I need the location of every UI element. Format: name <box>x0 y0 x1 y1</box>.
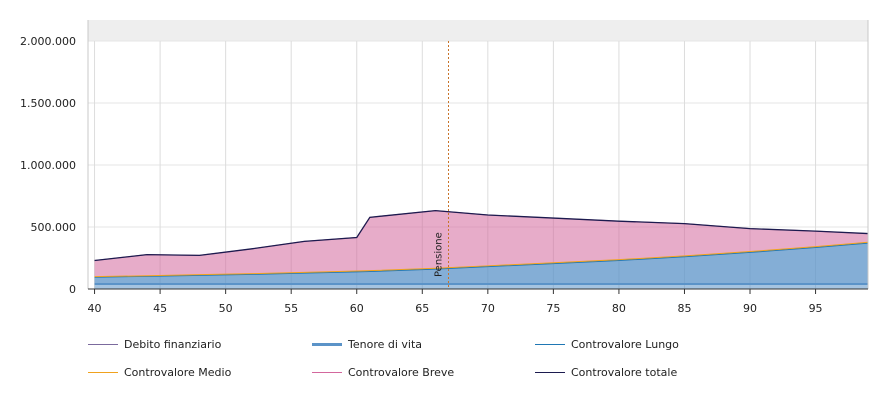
legend-label-tenore: Tenore di vita <box>348 337 423 351</box>
area-controvalore-breve <box>94 210 868 277</box>
legend-label-debito: Debito finanziario <box>124 337 222 351</box>
y-tick-label: 1.000.000 <box>20 159 76 172</box>
legend-swatch-medio <box>88 371 118 373</box>
x-tick-label: 70 <box>481 302 495 315</box>
legend-label-lungo: Controvalore Lungo <box>571 337 679 351</box>
legend-swatch-tenore <box>312 342 342 346</box>
legend: Debito finanziario Tenore di vita Contro… <box>0 330 888 390</box>
x-tick-label: 95 <box>809 302 823 315</box>
legend-item-lungo[interactable]: Controvalore Lungo <box>535 336 679 352</box>
legend-label-totale: Controvalore totale <box>571 365 678 379</box>
legend-label-breve: Controvalore Breve <box>348 365 455 379</box>
legend-item-debito[interactable]: Debito finanziario <box>88 336 221 352</box>
legend-swatch-breve <box>312 371 342 373</box>
x-tick-label: 75 <box>546 302 560 315</box>
area-layer <box>94 210 868 289</box>
axis-layer: 0 500.000 1.000.000 1.500.000 2.000.000 40 45 5… <box>20 20 869 315</box>
x-tick-label: 50 <box>219 302 233 315</box>
x-tick-label: 40 <box>88 302 102 315</box>
legend-swatch-totale <box>535 371 565 373</box>
legend-item-breve[interactable]: Controvalore Breve <box>312 364 454 380</box>
x-tick-label: 85 <box>677 302 691 315</box>
legend-item-tenore[interactable]: Tenore di vita <box>312 336 422 352</box>
legend-swatch-debito <box>88 343 118 345</box>
y-tick-label: 2.000.000 <box>20 35 76 48</box>
annotation-layer: Pensione <box>434 41 450 289</box>
x-tick-label: 90 <box>743 302 757 315</box>
x-tick-label: 65 <box>415 302 429 315</box>
legend-label-medio: Controvalore Medio <box>124 365 232 379</box>
line-controvalore-totale <box>94 209 869 262</box>
legend-item-medio[interactable]: Controvalore Medio <box>88 364 231 380</box>
x-tick-label: 80 <box>612 302 626 315</box>
chart-svg: 0 500.000 1.000.000 1.500.000 2.000.000 40 45 5… <box>20 20 869 315</box>
y-tick-label: 0 <box>69 283 76 296</box>
area-tenore-di-vita <box>94 284 868 289</box>
x-tick-label: 55 <box>284 302 298 315</box>
legend-swatch-lungo <box>535 343 565 345</box>
pensione-label: Pensione <box>434 232 445 277</box>
line-controvalore-lungo <box>94 242 869 278</box>
legend-item-totale[interactable]: Controvalore totale <box>535 364 677 380</box>
x-tick-label: 45 <box>153 302 167 315</box>
line-controvalore-medio <box>94 241 869 278</box>
zoom-band[interactable] <box>88 20 868 41</box>
y-tick-label: 500.000 <box>31 221 77 234</box>
y-tick-label: 1.500.000 <box>20 97 76 110</box>
x-tick-label: 60 <box>350 302 364 315</box>
